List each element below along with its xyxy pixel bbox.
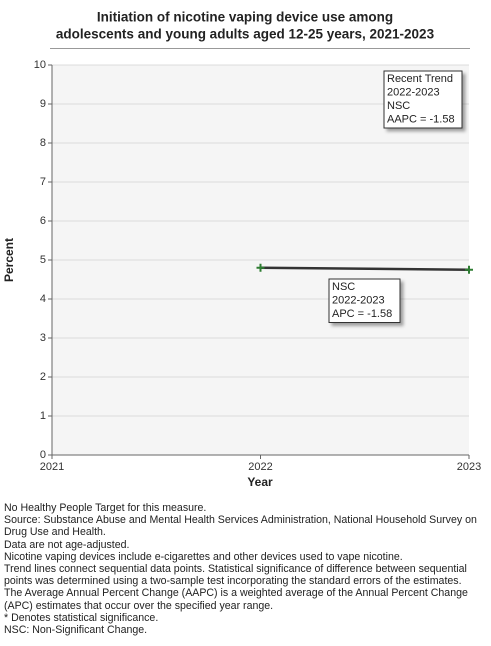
- footnotes: No Healthy People Target for this measur…: [4, 502, 490, 636]
- y-tick-label: 2: [40, 371, 46, 383]
- footnote: No Healthy People Target for this measur…: [4, 502, 207, 514]
- trend-line: [260, 266, 470, 271]
- footnote: The Average Annual Percent Change (AAPC)…: [4, 587, 468, 612]
- annotation-text: Recent Trend: [387, 73, 453, 85]
- footnote: Data are not age-adjusted.: [4, 538, 130, 551]
- annotation-text: NSC: [332, 281, 355, 293]
- x-tick-label: 2022: [248, 461, 272, 473]
- y-tick-label: 6: [40, 215, 46, 227]
- footnote: * Denotes statistical significance.: [4, 611, 159, 624]
- chart: Initiation of nicotine vaping device use…: [2, 10, 481, 490]
- y-tick-label: 4: [40, 293, 46, 305]
- annotation-text: APC = -1.58: [332, 308, 392, 320]
- data-point: [256, 263, 265, 272]
- y-tick-label: 1: [40, 410, 46, 422]
- annotation-text: 2022-2023: [332, 294, 385, 306]
- footnote: Trend lines connect sequential data poin…: [4, 563, 467, 588]
- footnote: NSC: Non-Significant Change.: [4, 624, 148, 637]
- y-axis-label: Percent: [2, 238, 16, 282]
- footnote: Source: Substance Abuse and Mental Healt…: [4, 514, 477, 539]
- y-tick-label: 0: [40, 449, 46, 461]
- x-tick-label: 2021: [40, 461, 64, 473]
- annotation-text: NSC: [387, 100, 410, 112]
- annotation-box: [383, 70, 463, 129]
- annotation-text: AAPC = -1.58: [387, 113, 455, 125]
- x-axis-label: Year: [247, 475, 273, 489]
- x-tick-label: 2023: [457, 461, 481, 473]
- y-tick-label: 9: [40, 98, 46, 110]
- y-tick-label: 7: [40, 176, 46, 188]
- y-tick-label: 8: [40, 137, 46, 149]
- data-point: [465, 265, 473, 274]
- chart-title: Initiation of nicotine vaping device use…: [97, 10, 393, 25]
- y-tick-label: 3: [40, 332, 46, 344]
- chart-title: adolescents and young adults aged 12-25 …: [56, 27, 435, 42]
- annotation-text: 2022-2023: [387, 86, 440, 98]
- y-tick-label: 5: [40, 254, 46, 266]
- footnote: Nicotine vaping devices include e-cigare…: [4, 550, 403, 563]
- y-tick-label: 10: [34, 59, 46, 71]
- annotation-box: [328, 278, 401, 323]
